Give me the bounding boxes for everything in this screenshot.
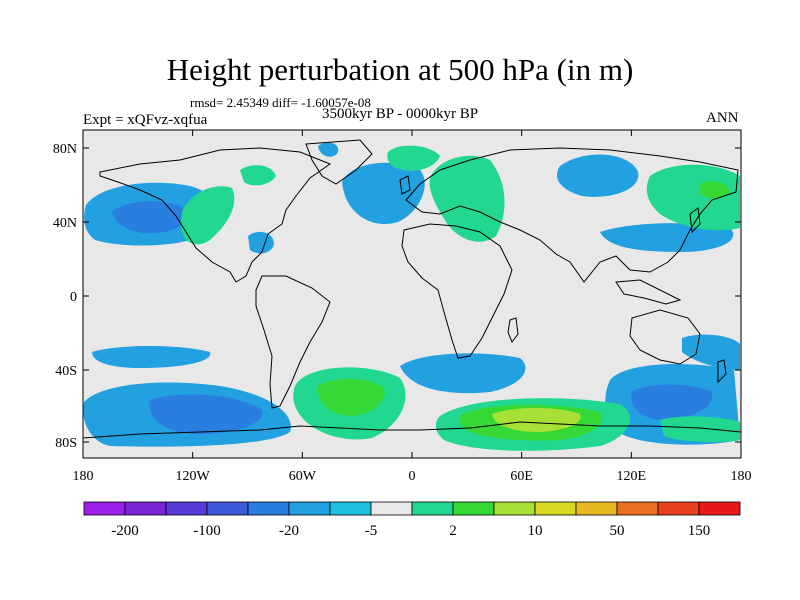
coastlines xyxy=(83,139,741,439)
coastline-south-america xyxy=(255,275,331,409)
colorbar-swatch xyxy=(616,501,659,516)
colorbar-swatch xyxy=(124,501,167,516)
coastline-greenland xyxy=(305,139,373,185)
contour-bering-positive xyxy=(240,165,276,186)
coastline-japan xyxy=(689,207,701,234)
colorbar-swatch xyxy=(452,501,495,516)
experiment-label: Expt = xQFvz-xqfua xyxy=(83,112,208,128)
lat-tick-label: 40S xyxy=(55,364,77,379)
colorbar-tick-label: 50 xyxy=(610,523,625,539)
colorbar-tick-label: 2 xyxy=(449,523,457,539)
coastline-north-america xyxy=(99,147,332,283)
colorbar-swatch xyxy=(657,501,700,516)
coastline-africa xyxy=(401,223,513,359)
coastline-eurasia xyxy=(405,147,739,283)
contour-europe-positive xyxy=(429,155,505,242)
lon-tick-label: 120E xyxy=(617,469,647,484)
contour-antarctic-east-positive xyxy=(660,416,740,443)
coastline-new-zealand xyxy=(717,359,727,384)
colorbar-tick-label: -100 xyxy=(193,523,221,539)
colorbar-swatch xyxy=(493,501,536,516)
lat-tick-label: 80N xyxy=(53,142,77,157)
colorbar-swatch xyxy=(247,501,290,516)
colorbar-swatch xyxy=(288,501,331,516)
colorbar-swatch xyxy=(206,501,249,516)
lon-tick-label: 180 xyxy=(73,469,94,484)
contour-siberia-negative xyxy=(556,154,639,197)
contour-northeast-asia-positive xyxy=(646,164,740,231)
lon-tick-label: 60E xyxy=(510,469,533,484)
contour-pacific-northwest-positive xyxy=(180,186,235,245)
colorbar-swatch xyxy=(698,501,741,516)
colorbar-swatch xyxy=(165,501,208,516)
colorbar-tick-label: 10 xyxy=(528,523,543,539)
colorbar-tick-label: -200 xyxy=(111,523,139,539)
contour-south-east-negative xyxy=(682,334,740,370)
lon-tick-label: 0 xyxy=(409,469,416,484)
contour-south-atlantic-core xyxy=(317,378,385,416)
colorbar-swatch xyxy=(83,501,126,516)
contour-arctic-negative xyxy=(318,142,339,157)
colorbar-swatch xyxy=(329,501,372,516)
coastline-antarctica xyxy=(83,421,741,439)
contour-south-west-negative xyxy=(92,346,211,368)
contour-north-atlantic-positive xyxy=(387,145,440,171)
colorbar-tick-label: -5 xyxy=(365,523,378,539)
period-label: 3500kyr BP - 0000kyr BP xyxy=(322,106,479,122)
contour-antarctic-core xyxy=(492,408,581,432)
colorbar-swatch xyxy=(534,501,577,516)
colorbar-swatch xyxy=(411,501,454,516)
colorbar-tick-label: 150 xyxy=(688,523,711,539)
colorbar-swatch xyxy=(575,501,618,516)
lon-tick-label: 180 xyxy=(731,469,752,484)
colorbar-tick-label: -20 xyxy=(279,523,299,539)
colorbar: -200 -100 -20 -5 2 10 50 150 xyxy=(83,501,741,539)
season-label: ANN xyxy=(706,110,739,126)
coastline-madagascar xyxy=(507,317,519,344)
colorbar-swatch xyxy=(370,501,413,516)
contour-north-america-negative xyxy=(248,231,274,254)
lat-tick-label: 80S xyxy=(55,436,77,451)
contour-south-atlantic-negative xyxy=(400,353,526,394)
rmsd-stats-label: rmsd= 2.45349 diff= -1.60057e-08 xyxy=(190,95,371,110)
lat-tick-label: 40N xyxy=(53,216,77,231)
coastline-uk xyxy=(399,175,411,195)
lon-tick-label: 120W xyxy=(176,469,211,484)
contour-east-asia-negative xyxy=(600,223,734,252)
contour-southern-indian-core xyxy=(631,384,713,420)
map-axes: 80N 40N 0 40S 80S 180 120W 60W 0 60E 120E 180 xyxy=(53,130,752,484)
coastline-southeast-asia xyxy=(615,279,682,305)
lat-tick-label: 0 xyxy=(70,290,77,305)
contour-alaska-positive xyxy=(700,181,730,199)
lon-tick-label: 60W xyxy=(289,469,317,484)
contour-south-pacific-core xyxy=(149,394,263,434)
coastline-australia xyxy=(629,309,701,365)
map-title: Height perturbation at 500 hPa (in m) xyxy=(166,52,634,87)
contour-north-pacific-core xyxy=(112,201,186,234)
